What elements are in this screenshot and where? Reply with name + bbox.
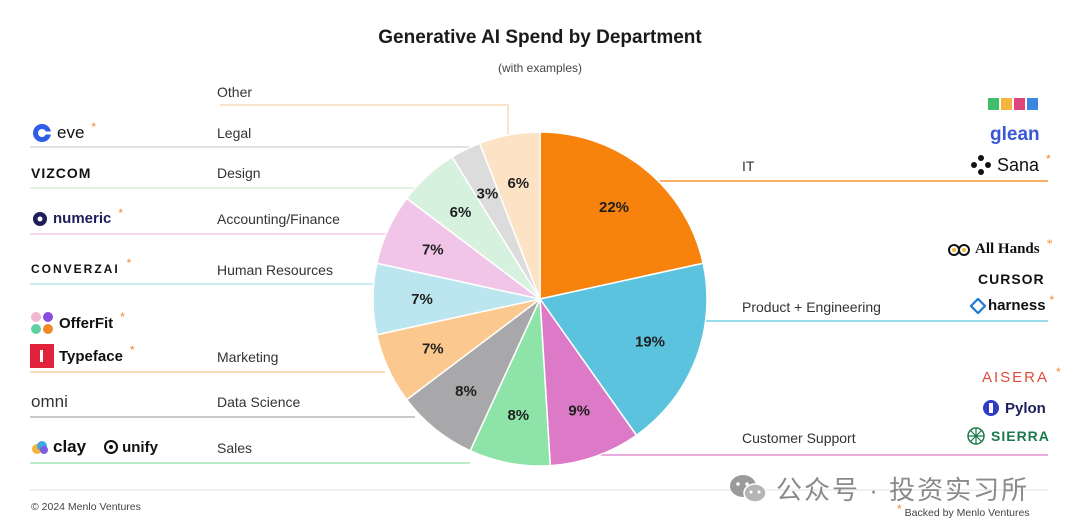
logo-cursor-text: CURSOR bbox=[978, 271, 1045, 287]
logo-numeric: numeric * bbox=[32, 206, 123, 227]
logo-sana-text: Sana bbox=[997, 154, 1040, 175]
star-numeric: * bbox=[118, 205, 124, 220]
logo-aisera: AISERA * bbox=[982, 365, 1063, 387]
numeric-logo-icon bbox=[33, 211, 47, 226]
label-accounting: Accounting/Finance bbox=[217, 211, 340, 227]
logo-clay-text: clay bbox=[53, 437, 87, 456]
logo-eve-text: eve bbox=[57, 123, 85, 142]
logo-typeface-text: Typeface bbox=[59, 347, 123, 365]
connector-other bbox=[220, 104, 509, 135]
label-support: Customer Support bbox=[742, 430, 856, 446]
logo-eve: eve * bbox=[32, 120, 97, 143]
pie-value-label: 19% bbox=[635, 334, 665, 351]
star-offerfit: * bbox=[120, 310, 125, 324]
logo-vizcom: VIZCOM bbox=[31, 165, 91, 181]
sierra-logo-icon bbox=[967, 427, 985, 445]
pie-value-label: 8% bbox=[507, 407, 529, 424]
logo-allhands-text: All Hands bbox=[975, 241, 1040, 257]
label-design: Design bbox=[217, 165, 261, 181]
pie-value-label: 7% bbox=[422, 242, 444, 259]
logo-numeric-text: numeric bbox=[53, 210, 112, 227]
logo-sierra-text: SIERRA bbox=[991, 428, 1050, 444]
pie-value-label: 6% bbox=[450, 204, 472, 221]
footer-star: * bbox=[897, 502, 902, 516]
logo-glean: glean bbox=[990, 124, 1040, 146]
logo-aisera-text: AISERA bbox=[982, 369, 1050, 386]
logo-offerfit-text: OfferFit bbox=[59, 314, 114, 332]
logo-vizcom-text: VIZCOM bbox=[31, 165, 92, 181]
star-harness: * bbox=[1049, 292, 1055, 307]
harness-logo-icon bbox=[970, 297, 986, 314]
footer-backed-text: Backed by Menlo Ventures bbox=[904, 507, 1030, 519]
watermark: 公众号 · 投资实习所 bbox=[728, 470, 1029, 507]
pie-value-label: 3% bbox=[477, 185, 499, 202]
footer-copyright: © 2024 Menlo Ventures bbox=[31, 501, 141, 513]
clay-logo-icon bbox=[32, 441, 48, 454]
logo-allhands: All Hands * bbox=[948, 236, 1053, 258]
logo-pylon-text: Pylon bbox=[1005, 399, 1046, 417]
unify-logo-icon bbox=[104, 440, 119, 454]
label-sales: Sales bbox=[217, 440, 253, 456]
pie-value-label: 8% bbox=[455, 383, 477, 400]
star-allhands: * bbox=[1046, 236, 1053, 250]
chart-subtitle: (with examples) bbox=[497, 61, 583, 75]
pie-value-label: 7% bbox=[422, 340, 444, 357]
logo-sana: Sana * bbox=[970, 152, 1051, 176]
label-legal: Legal bbox=[217, 125, 252, 141]
star-converzai: * bbox=[126, 256, 134, 270]
logo-cursor: CURSOR bbox=[978, 271, 1045, 287]
logo-omni: omni bbox=[31, 392, 68, 412]
logo-offerfit: OfferFit * bbox=[30, 310, 125, 335]
pie-slice-customer-support bbox=[539, 296, 638, 467]
pie-value-label: 22% bbox=[599, 199, 629, 216]
star-sana: * bbox=[1046, 152, 1051, 166]
dust-logo-icon bbox=[988, 98, 1038, 110]
pylon-logo-icon bbox=[983, 400, 999, 416]
logo-harness: harness * bbox=[970, 293, 1054, 314]
logo-sierra: SIERRA bbox=[966, 426, 1050, 446]
star-eve: * bbox=[91, 120, 97, 134]
pie-slice-product-engineering bbox=[538, 262, 708, 437]
sana-logo-icon bbox=[971, 155, 991, 175]
logo-unify-text: unify bbox=[122, 438, 158, 456]
logo-dust bbox=[988, 96, 1040, 117]
label-it: IT bbox=[742, 158, 755, 174]
logo-harness-text: harness bbox=[988, 297, 1046, 314]
logo-omni-text: omni bbox=[31, 392, 68, 411]
pie-value-label: 9% bbox=[568, 402, 590, 419]
logo-glean-text: glean bbox=[990, 124, 1040, 145]
typeface-logo-icon bbox=[30, 344, 54, 368]
logo-clay-unify: clay unify bbox=[31, 437, 158, 457]
eve-logo-icon bbox=[33, 124, 51, 142]
chart-title: Generative AI Spend by Department bbox=[378, 27, 702, 48]
label-product: Product + Engineering bbox=[742, 299, 881, 315]
star-typeface: * bbox=[129, 343, 135, 357]
pie-value-label: 6% bbox=[507, 175, 529, 192]
pie-slice-it bbox=[539, 131, 705, 300]
pie-slice-other bbox=[478, 131, 541, 300]
star-aisera: * bbox=[1056, 364, 1063, 379]
logo-converzai: CONVERZAI * bbox=[31, 256, 133, 276]
offerfit-logo-icon bbox=[31, 312, 53, 334]
watermark-text: 公众号 · 投资实习所 bbox=[776, 475, 1030, 505]
wechat-icon bbox=[730, 474, 767, 503]
logo-converzai-text: CONVERZAI bbox=[31, 262, 120, 276]
logo-pylon: Pylon bbox=[982, 399, 1046, 417]
footer-backed: * Backed by Menlo Ventures bbox=[897, 502, 1030, 519]
logo-typeface: Typeface * bbox=[30, 343, 135, 368]
label-other: Other bbox=[217, 84, 253, 100]
pie-value-label: 7% bbox=[411, 291, 433, 308]
allhands-logo-icon bbox=[948, 243, 970, 256]
label-data-science: Data Science bbox=[217, 394, 301, 410]
label-hr: Human Resources bbox=[217, 262, 333, 278]
label-marketing: Marketing bbox=[217, 349, 279, 365]
